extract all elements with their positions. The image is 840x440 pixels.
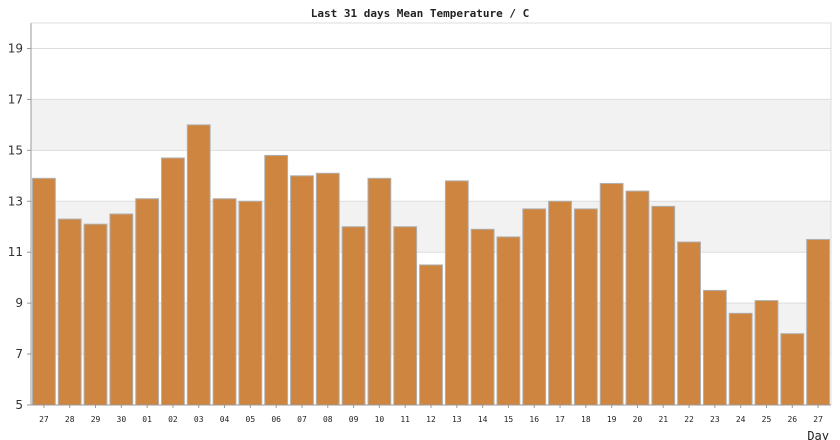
bar [212, 198, 237, 406]
y-tick-label: 15 [8, 143, 23, 157]
x-tick-label: 11 [400, 415, 410, 424]
bar [135, 198, 160, 406]
x-tick-label: 13 [452, 415, 462, 424]
x-tick-label: 15 [504, 415, 514, 424]
x-tick-label: 20 [633, 415, 643, 424]
bar [806, 238, 830, 406]
x-tick-label: 12 [426, 415, 436, 424]
x-tick-label: 19 [607, 415, 617, 424]
x-tick-label: 24 [736, 415, 746, 424]
x-tick-label: 08 [323, 415, 333, 424]
bar [367, 177, 392, 406]
x-tick-label: 18 [581, 415, 591, 424]
x-tick-label: 17 [555, 415, 565, 424]
bar [83, 223, 108, 406]
bar [573, 208, 598, 406]
y-axis-ticks: 5 7 9 11 13 15 17 19 [8, 41, 31, 412]
x-tick-label: 21 [658, 415, 668, 424]
x-tick-label: 16 [529, 415, 539, 424]
y-tick-label: 7 [15, 347, 23, 361]
x-tick-label: 09 [349, 415, 359, 424]
bar [186, 124, 211, 406]
x-axis-ticks: 27 28 29 30 01 02 03 04 05 06 07 08 09 10 11 12 13 14 15 16… [39, 405, 823, 424]
x-tick-label: 14 [478, 415, 488, 424]
y-tick-label: 11 [8, 245, 23, 259]
y-tick-label: 13 [8, 194, 23, 208]
x-tick-label: 03 [194, 415, 204, 424]
x-tick-label: 05 [246, 415, 256, 424]
bar [625, 190, 650, 406]
x-tick-label: 25 [762, 415, 772, 424]
bar [651, 205, 676, 406]
bar [32, 177, 56, 406]
x-tick-label: 27 [39, 415, 49, 424]
bar [315, 172, 340, 406]
bar [290, 175, 314, 406]
x-tick-label: 22 [684, 415, 694, 424]
x-tick-label: 23 [710, 415, 720, 424]
bar [496, 236, 521, 406]
x-tick-label: 28 [65, 415, 75, 424]
bar [57, 218, 82, 406]
bar [522, 208, 547, 406]
x-tick-label: 07 [297, 415, 307, 424]
x-axis-label: Day [807, 429, 829, 440]
bar [341, 226, 366, 406]
bar [109, 213, 134, 406]
chart-title: Last 31 days Mean Temperature / C [311, 7, 530, 20]
x-tick-label: 10 [375, 415, 385, 424]
bar [677, 241, 701, 406]
bar [419, 264, 443, 406]
x-tick-label: 27 [813, 415, 823, 424]
x-tick-label: 01 [142, 415, 152, 424]
y-tick-label: 5 [15, 398, 23, 412]
bars [32, 124, 830, 406]
x-tick-label: 04 [220, 415, 230, 424]
y-tick-label: 19 [8, 41, 23, 55]
y-tick-label: 9 [15, 296, 23, 310]
bar [599, 182, 624, 406]
x-tick-label: 06 [271, 415, 281, 424]
x-tick-label: 02 [168, 415, 178, 424]
bar [161, 157, 185, 406]
bar [754, 300, 779, 406]
x-tick-label: 26 [787, 415, 797, 424]
bar [728, 312, 753, 406]
x-tick-label: 30 [117, 415, 127, 424]
bar [548, 200, 572, 406]
x-tick-label: 29 [91, 415, 101, 424]
bar [470, 228, 495, 406]
bar [393, 226, 418, 406]
bar [780, 333, 805, 406]
bar [238, 200, 263, 406]
bar [264, 154, 289, 406]
grid-band [31, 99, 831, 151]
bar [444, 180, 469, 406]
bar [702, 289, 727, 406]
y-tick-label: 17 [8, 92, 23, 106]
